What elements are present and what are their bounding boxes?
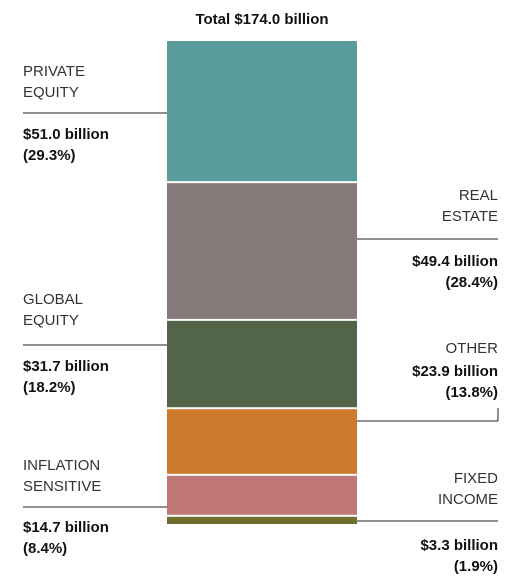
segment-label-private-equity: PRIVATE — [23, 63, 85, 80]
bar-segment-global-equity — [167, 320, 357, 408]
segment-value-fixed-income: $3.3 billion — [420, 537, 498, 554]
segment-label-private-equity: EQUITY — [23, 84, 79, 101]
bar-segment-real-estate — [167, 183, 357, 319]
bar-segment-fixed-income — [167, 516, 357, 524]
segment-percent-real-estate: (28.4%) — [445, 274, 498, 291]
segment-value-other: $23.9 billion — [412, 363, 498, 380]
segment-percent-other: (13.8%) — [445, 384, 498, 401]
bar-segment-other — [167, 409, 357, 474]
segment-percent-inflation-sensitive: (8.4%) — [23, 540, 67, 557]
segment-value-real-estate: $49.4 billion — [412, 253, 498, 270]
bar-segment-inflation-sensitive — [167, 475, 357, 515]
segment-label-fixed-income: FIXED — [454, 470, 498, 487]
segment-label-fixed-income: INCOME — [438, 491, 498, 508]
segment-label-global-equity: GLOBAL — [23, 291, 83, 308]
chart-title: Total $174.0 billion — [195, 11, 328, 28]
bar-segments — [167, 41, 357, 524]
segment-label-global-equity: EQUITY — [23, 312, 79, 329]
segment-value-private-equity: $51.0 billion — [23, 126, 109, 143]
segment-label-real-estate: REAL — [459, 187, 498, 204]
bar-segment-private-equity — [167, 41, 357, 182]
segment-percent-fixed-income: (1.9%) — [454, 558, 498, 575]
segment-label-other: OTHER — [446, 340, 499, 357]
segment-label-real-estate: ESTATE — [442, 208, 498, 225]
segment-percent-global-equity: (18.2%) — [23, 379, 76, 396]
segment-value-global-equity: $31.7 billion — [23, 358, 109, 375]
segment-label-inflation-sensitive: INFLATION — [23, 457, 100, 474]
segment-percent-private-equity: (29.3%) — [23, 147, 76, 164]
segment-annotations: PRIVATE EQUITY $51.0 billion (29.3%) REAL EST… — [23, 63, 499, 575]
segment-value-inflation-sensitive: $14.7 billion — [23, 519, 109, 536]
segment-label-inflation-sensitive: SENSITIVE — [23, 478, 101, 495]
